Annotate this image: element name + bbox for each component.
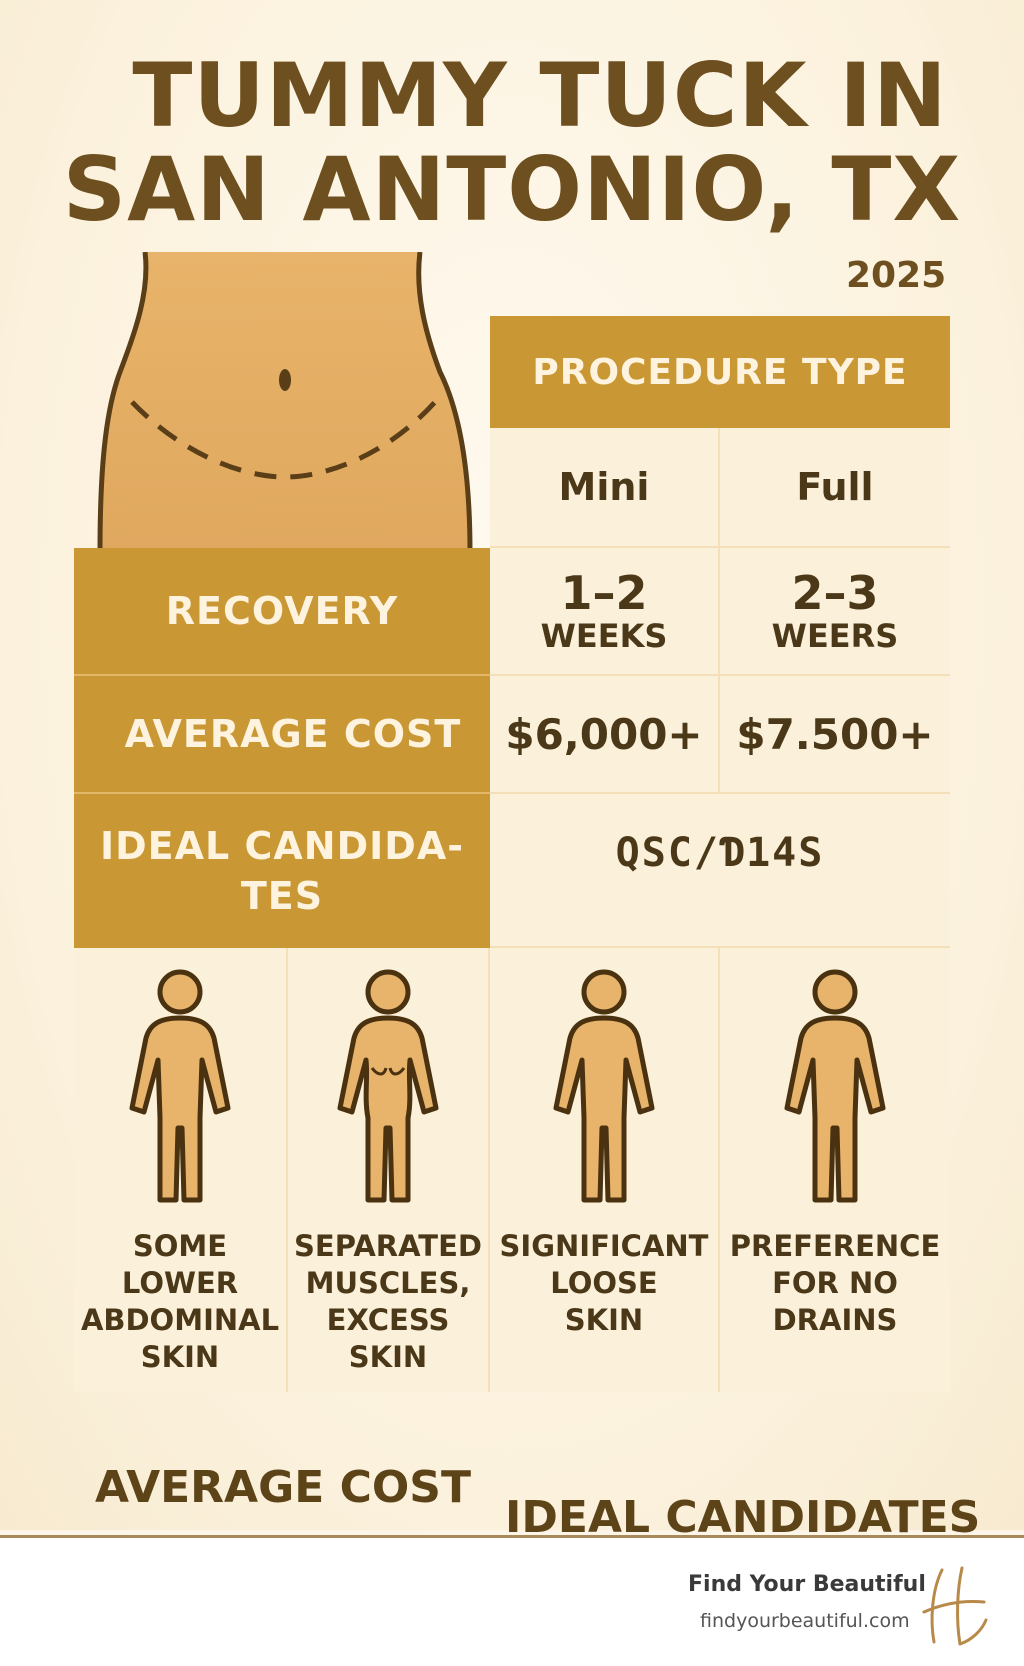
candidate-figure-label: SIGNIFICANT LOOSE SKIN — [490, 1228, 718, 1339]
ideal-candidates-label-line-2: TES — [240, 874, 324, 918]
footer-average-cost-label: AVERAGE COST — [95, 1462, 471, 1513]
candidate-figure-label-line: SKIN — [140, 1340, 220, 1374]
candidate-figure-label-line: DRAINS — [772, 1303, 898, 1337]
candidate-figure-label: SOME LOWER ABDOMINAL SKIN — [74, 1228, 286, 1376]
page-title-line-1: TUMMY TUCK IN — [132, 44, 948, 147]
recovery-full-unit: WEERS — [771, 617, 899, 655]
recovery-full: 2–3 WEERS — [720, 548, 950, 676]
candidate-figure-3: SIGNIFICANT LOOSE SKIN — [490, 948, 720, 1392]
candidate-figure-label-line: LOWER — [121, 1266, 239, 1300]
brand-name: Find Your Beautiful — [688, 1572, 926, 1597]
person-icon — [129, 969, 231, 1203]
footer-ideal-candidates-label: IDEAL CANDIDATES — [505, 1492, 981, 1543]
candidate-figure-label-line: SIGNIFICANT — [499, 1229, 709, 1263]
divider — [0, 1535, 1024, 1538]
candidate-figure-label-line: SKIN — [348, 1340, 428, 1374]
column-head-mini: Mini — [490, 428, 720, 548]
recovery-mini-unit: WEEKS — [540, 617, 668, 655]
person-icon — [553, 969, 655, 1203]
recovery-mini-number: 1–2 — [560, 566, 648, 620]
candidate-figure-label-line: PREFERENCE — [729, 1229, 941, 1263]
brand-url: findyourbeautiful.com — [700, 1610, 910, 1632]
candidate-figure-1: SOME LOWER ABDOMINAL SKIN — [74, 948, 288, 1392]
torso-illustration-icon — [97, 252, 473, 552]
candidate-figure-label-line: SOME — [132, 1229, 228, 1263]
cost-mini: $6,000+ — [490, 676, 720, 794]
candidate-figure-label: SEPARATED MUSCLES, EXCESS SKIN — [288, 1228, 488, 1376]
candidate-figure-2: SEPARATED MUSCLES, EXCESS SKIN — [288, 948, 490, 1392]
candidate-figure-label-line: ABDOMINAL — [80, 1303, 280, 1337]
candidate-figure-label-line: MUSCLES, — [305, 1266, 471, 1300]
footer — [0, 1538, 1024, 1666]
column-head-full: Full — [720, 428, 950, 548]
script-h-logo-icon — [922, 1566, 988, 1646]
cost-full: $7.500+ — [720, 676, 950, 794]
female-body-icon — [337, 969, 439, 1203]
candidate-figure-label-line: LOOSE — [550, 1266, 658, 1300]
candidate-figure-label: PREFERENCE FOR NO DRAINS — [720, 1228, 950, 1339]
candidate-figure-label-line: FOR NO — [772, 1266, 898, 1300]
recovery-mini: 1–2 WEEKS — [490, 548, 720, 676]
procedure-type-header: PROCEDURE TYPE — [490, 316, 950, 428]
candidate-figure-label-line: SEPARATED — [294, 1229, 482, 1263]
ideal-candidates-label: IDEAL CANDIDA- TES — [74, 794, 490, 948]
person-icon — [784, 969, 886, 1203]
page-title-line-2: SAN ANTONIO, TX — [62, 138, 962, 241]
recovery-full-number: 2–3 — [791, 566, 879, 620]
candidate-figure-label-line: EXCESS — [326, 1303, 450, 1337]
candidate-figure-4: PREFERENCE FOR NO DRAINS — [720, 948, 950, 1392]
ideal-candidates-value: QSC/Ɗ14S — [490, 794, 950, 948]
ideal-candidates-label-line-1: IDEAL CANDIDA- — [100, 824, 464, 868]
year-label: 2025 — [846, 255, 947, 296]
candidate-figure-label-line: SKIN — [564, 1303, 644, 1337]
recovery-label: RECOVERY — [74, 548, 490, 676]
average-cost-label: AVERAGE COST — [74, 676, 490, 794]
